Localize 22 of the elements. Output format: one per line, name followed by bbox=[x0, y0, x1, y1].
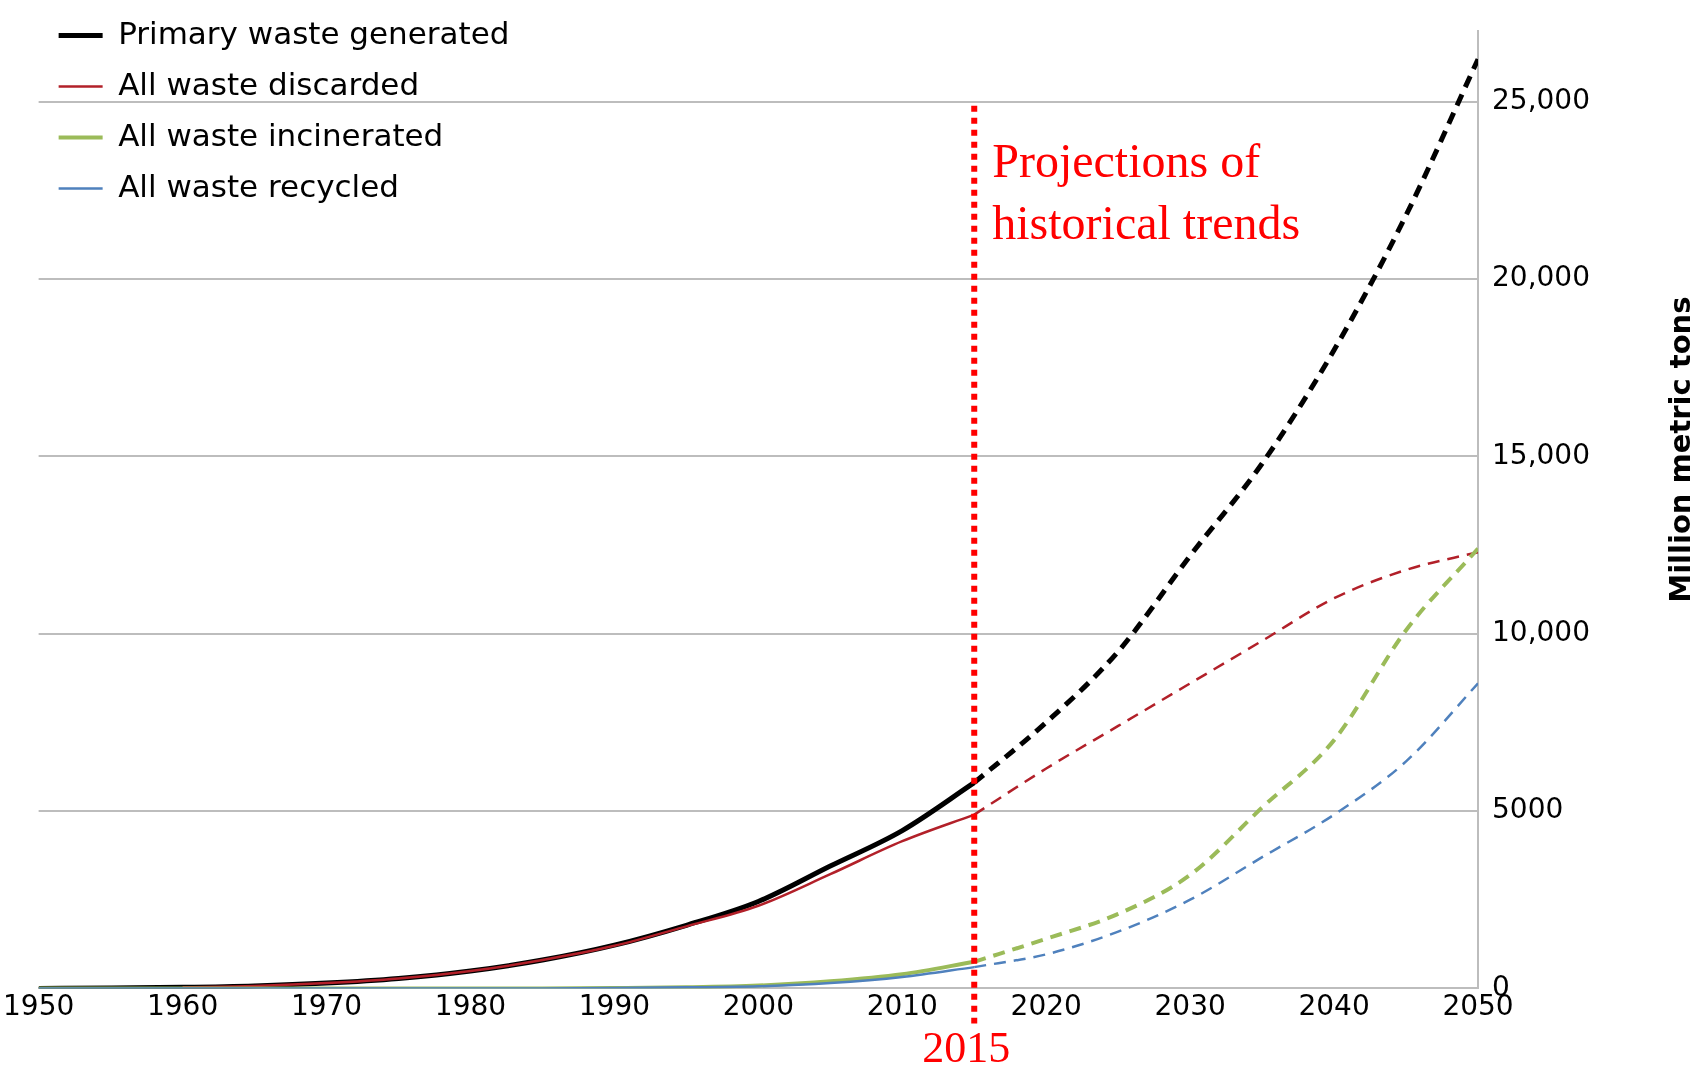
x-tick-label: 1970 bbox=[290, 989, 363, 1023]
x-tick-label: 2040 bbox=[1298, 989, 1370, 1023]
ref-line-label: 2015 bbox=[922, 1022, 1011, 1072]
x-tick-label: 1980 bbox=[434, 989, 507, 1023]
x-tick-label: 2030 bbox=[1154, 989, 1226, 1023]
y-axis-title: Million metric tons bbox=[1662, 296, 1697, 603]
legend-label: All waste incinerated bbox=[118, 116, 444, 153]
legend-label: All waste recycled bbox=[118, 167, 399, 204]
x-tick-label: 2000 bbox=[722, 989, 794, 1023]
legend-label: Primary waste generated bbox=[118, 14, 510, 51]
y-tick-label: 5000 bbox=[1492, 792, 1564, 826]
y-tick-label: 15,000 bbox=[1492, 437, 1591, 471]
x-tick-label: 1950 bbox=[3, 989, 75, 1023]
annotation: Projections of historical trends bbox=[992, 134, 1301, 250]
x-tick-label: 1960 bbox=[146, 989, 219, 1023]
x-tick-label: 2020 bbox=[1010, 989, 1082, 1023]
x-tick-label: 2010 bbox=[866, 989, 938, 1023]
legend-label: All waste discarded bbox=[118, 65, 420, 102]
x-tick-label: 1990 bbox=[578, 989, 651, 1023]
y-tick-label: 10,000 bbox=[1492, 615, 1591, 649]
y-tick-label: 25,000 bbox=[1492, 83, 1591, 117]
y-tick-label: 20,000 bbox=[1492, 260, 1591, 294]
